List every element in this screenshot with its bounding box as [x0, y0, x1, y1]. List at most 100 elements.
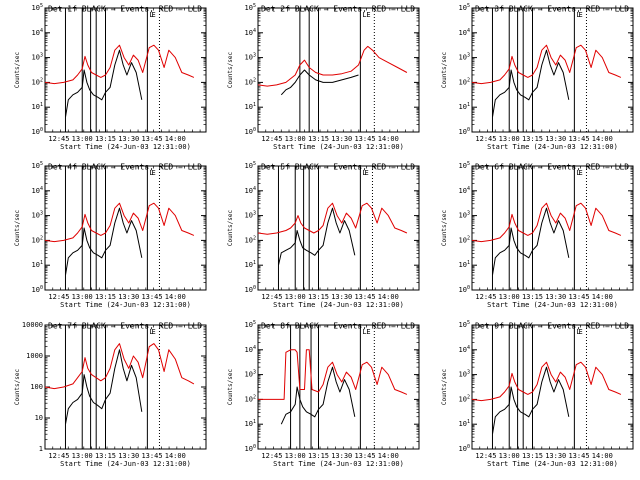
x-tick-label: 13:30 — [118, 135, 139, 143]
y-tick-label: 103 — [245, 211, 256, 220]
x-tick-label: 14:00 — [165, 452, 186, 460]
y-tick-label: 104 — [245, 28, 256, 37]
x-tick-label: 13:00 — [285, 135, 306, 143]
y-axis-label: Counts/sec — [14, 369, 21, 406]
x-axis-label: Start Time (24-Jun-03 12:31:00) — [60, 460, 191, 468]
panel-title: Det 9f BLACK = Events, RED = LLD — [475, 322, 629, 331]
x-tick-label: 12:45 — [261, 293, 282, 301]
y-tick-label: 103 — [32, 53, 43, 62]
x-tick-label: 14:00 — [378, 293, 399, 301]
x-tick-label: 13:15 — [308, 135, 329, 143]
panel-title: Det 1f BLACK = Events, RED = LLD — [48, 5, 202, 14]
panel-grid: Det 1f BLACK = Events, RED = LLD 100 101 10… — [14, 3, 634, 468]
x-tick-label: 12:45 — [48, 452, 69, 460]
marker-label: E — [578, 328, 582, 336]
plot-frame — [471, 324, 634, 450]
y-tick-label: 102 — [245, 394, 256, 403]
panel-det-5: Det 5f BLACK = Events, RED = LLD 100 101 10… — [227, 161, 420, 309]
y-tick-label: 101 — [459, 102, 470, 111]
x-tick-label: 13:15 — [308, 452, 329, 460]
panel-det-3: Det 3f BLACK = Events, RED = LLD 100 101 10… — [441, 3, 634, 151]
x-tick-label: 13:45 — [568, 135, 589, 143]
x-tick-label: 13:15 — [522, 293, 543, 301]
y-tick-label: 102 — [32, 77, 43, 86]
panel-title: Det 2f BLACK = Events, RED = LLD — [261, 5, 415, 14]
y-tick-label: 103 — [245, 53, 256, 62]
x-axis-label: Start Time (24-Jun-03 12:31:00) — [487, 301, 618, 309]
x-tick-label: 12:45 — [48, 293, 69, 301]
y-tick-label: 101 — [245, 260, 256, 269]
x-tick-label: 13:30 — [118, 293, 139, 301]
x-axis-label: Start Time (24-Jun-03 12:31:00) — [487, 143, 618, 151]
y-tick-label: 1 — [39, 445, 43, 453]
x-tick-label: 13:00 — [285, 452, 306, 460]
lld-series-line — [44, 343, 195, 390]
lld-series-line — [44, 202, 195, 243]
panel-det-8: Det 8f BLACK = Events, RED = LLD 100 101 10… — [227, 320, 420, 468]
y-tick-label: 100 — [459, 127, 470, 136]
marker-label: E — [151, 11, 155, 19]
y-tick-label: 100 — [245, 444, 256, 453]
y-tick-label: 102 — [245, 235, 256, 244]
events-series-line — [278, 207, 356, 266]
y-tick-label: 105 — [459, 3, 470, 12]
events-series-line — [492, 366, 570, 435]
y-axis-label: Counts/sec — [227, 369, 234, 406]
marker-label: L — [362, 11, 366, 19]
events-series-line — [65, 207, 143, 276]
y-tick-label: 101 — [245, 419, 256, 428]
y-tick-label: 105 — [245, 3, 256, 12]
x-tick-label: 13:00 — [285, 293, 306, 301]
lld-series-line — [471, 361, 622, 402]
x-tick-label: 13:00 — [72, 135, 93, 143]
x-tick-label: 14:00 — [378, 135, 399, 143]
y-tick-label: 100 — [32, 127, 43, 136]
lld-series-line — [44, 44, 195, 85]
x-tick-label: 13:00 — [499, 452, 520, 460]
plot-frame — [44, 7, 207, 133]
marker-label: E — [151, 169, 155, 177]
y-tick-label: 102 — [459, 394, 470, 403]
x-tick-label: 14:00 — [378, 452, 399, 460]
y-tick-label: 103 — [32, 211, 43, 220]
x-tick-label: 13:15 — [308, 293, 329, 301]
panel-det-4: Det 4f BLACK = Events, RED = LLD 100 101 10… — [14, 161, 207, 309]
x-tick-label: 13:00 — [499, 135, 520, 143]
x-axis-label: Start Time (24-Jun-03 12:31:00) — [273, 460, 404, 468]
y-tick-label: 103 — [459, 370, 470, 379]
marker-label: E — [578, 11, 582, 19]
y-tick-label: 104 — [459, 345, 470, 354]
y-tick-label: 101 — [32, 102, 43, 111]
y-tick-label: 104 — [459, 28, 470, 37]
x-axis-label: Start Time (24-Jun-03 12:31:00) — [273, 301, 404, 309]
x-tick-label: 12:45 — [261, 135, 282, 143]
x-tick-label: 13:45 — [354, 452, 375, 460]
y-tick-label: 105 — [459, 320, 470, 329]
y-tick-label: 100 — [459, 444, 470, 453]
y-tick-label: 10000 — [22, 321, 43, 329]
y-tick-label: 105 — [32, 161, 43, 170]
marker-label: L — [576, 328, 580, 336]
x-tick-label: 13:15 — [522, 135, 543, 143]
y-tick-label: 104 — [245, 345, 256, 354]
y-tick-label: 104 — [245, 186, 256, 195]
y-tick-label: 101 — [459, 260, 470, 269]
x-tick-label: 13:30 — [545, 293, 566, 301]
panel-det-7: Det 7f BLACK = Events, RED = LLD 1 10 100 10… — [14, 321, 207, 468]
plot-frame — [44, 165, 207, 291]
x-tick-label: 13:45 — [568, 293, 589, 301]
y-tick-label: 1000 — [26, 352, 43, 360]
y-tick-label: 101 — [245, 102, 256, 111]
panel-title: Det 6f BLACK = Events, RED = LLD — [475, 163, 629, 172]
x-tick-label: 13:15 — [95, 452, 116, 460]
x-tick-label: 12:45 — [475, 293, 496, 301]
x-tick-label: 13:15 — [522, 452, 543, 460]
x-tick-label: 14:00 — [592, 135, 613, 143]
events-series-line — [280, 366, 356, 425]
events-series-line — [65, 49, 143, 118]
marker-label: E — [366, 11, 370, 19]
lld-series-line — [471, 44, 622, 85]
panel-title: Det 7f BLACK = Events, RED = LLD — [48, 322, 202, 331]
plot-frame — [257, 7, 420, 133]
y-tick-label: 103 — [459, 211, 470, 220]
